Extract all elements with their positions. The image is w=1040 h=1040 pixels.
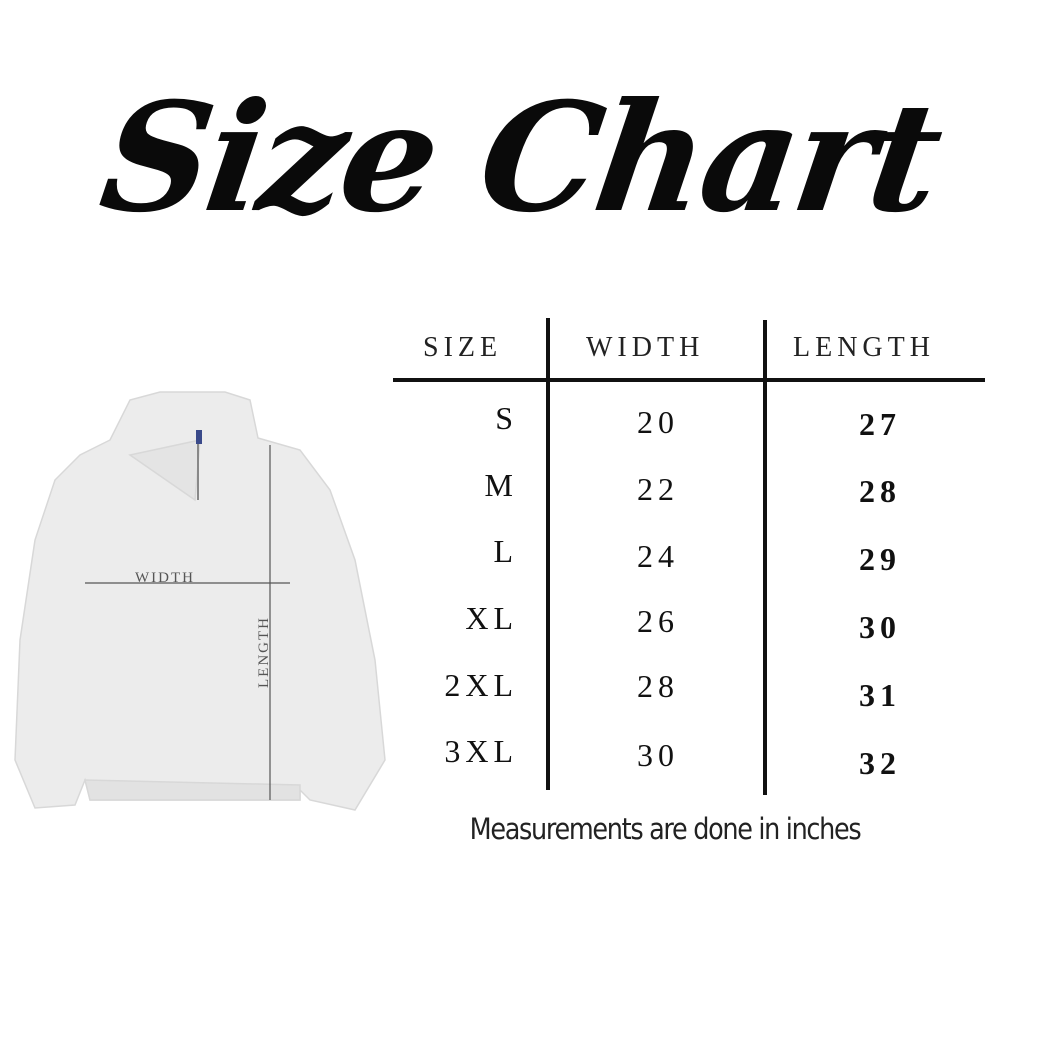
sweatshirt-image — [14, 391, 386, 811]
size-cell: 2XL — [444, 667, 518, 703]
length-cell: 32 — [859, 745, 901, 781]
size-cell: M — [484, 467, 518, 503]
width-cell: 26 — [637, 603, 679, 639]
size-cell: XL — [465, 600, 518, 636]
size-cell: L — [493, 533, 518, 569]
length-cell: 31 — [859, 677, 901, 713]
page-title: Size Chart — [91, 70, 949, 246]
length-cell: 30 — [859, 609, 901, 645]
sweatshirt-diagram: WIDTH LENGTH — [14, 391, 386, 811]
header-length: LENGTH — [793, 332, 935, 363]
width-cell: 30 — [637, 737, 679, 773]
measurement-note: Measurements are done in inches — [469, 812, 862, 846]
length-cell: 27 — [859, 406, 901, 442]
length-label: LENGTH — [256, 616, 272, 688]
size-cell: S — [495, 400, 518, 436]
column-divider — [546, 318, 550, 790]
header-size: SIZE — [423, 332, 503, 363]
width-cell: 20 — [637, 404, 679, 440]
column-divider — [763, 320, 767, 795]
size-cell: 3XL — [444, 733, 518, 769]
header-width: WIDTH — [586, 332, 705, 363]
width-label: WIDTH — [135, 570, 195, 586]
header-divider — [393, 378, 985, 382]
width-cell: 28 — [637, 668, 679, 704]
length-cell: 29 — [859, 541, 901, 577]
length-cell: 28 — [859, 473, 901, 509]
width-cell: 24 — [637, 538, 679, 574]
width-cell: 22 — [637, 471, 679, 507]
